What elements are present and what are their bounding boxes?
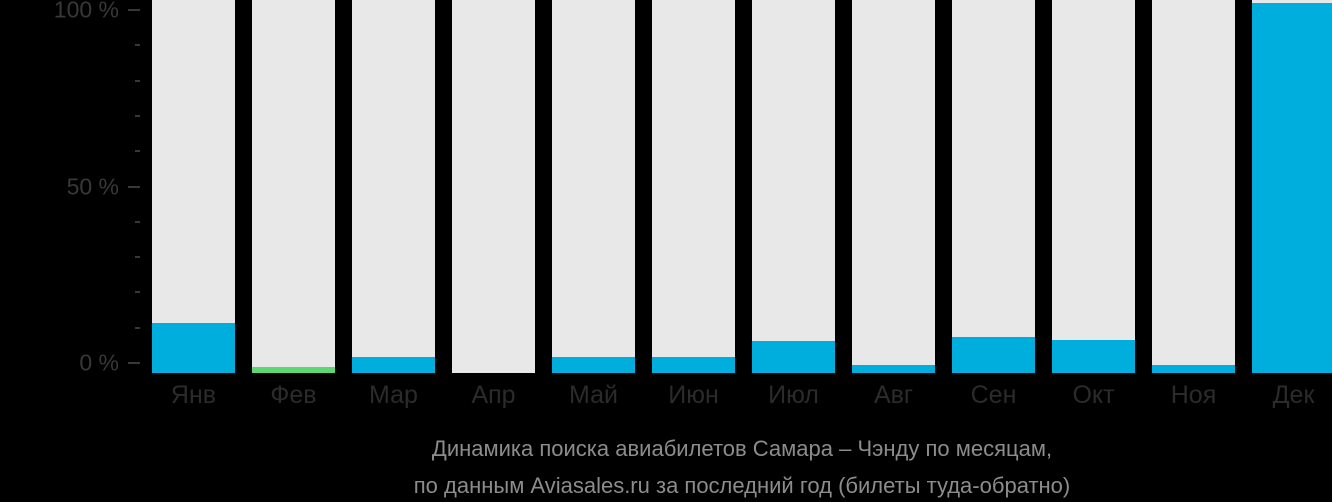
x-month-label: Июн: [668, 381, 719, 409]
x-month-label: Авг: [873, 381, 914, 409]
bar-Авг: [852, 0, 935, 373]
bar-Фев: [252, 0, 335, 373]
y-tick-minor: [135, 220, 140, 223]
bar-track: [552, 0, 635, 373]
y-tick-minor: [135, 114, 140, 117]
bar-track: [652, 0, 735, 373]
bar-track: [1152, 0, 1235, 373]
y-tick-major: [128, 362, 140, 364]
bar-value: [952, 337, 1035, 373]
bar-value: [852, 365, 935, 373]
bar-track: [352, 0, 435, 373]
bar-track: [952, 0, 1035, 373]
bar-value: [152, 322, 235, 373]
x-month-label: Ноя: [1170, 381, 1217, 409]
x-month-label: Апр: [471, 381, 516, 409]
bar-Июл: [752, 0, 835, 373]
bar-value: [652, 356, 735, 373]
y-tick-minor: [135, 326, 140, 329]
bar-value: [752, 340, 835, 373]
chart-subtitle: по данным Aviasales.ru за последний год …: [413, 473, 1071, 498]
chart-caption: Динамика поиска авиабилетов Самара – Чэн…: [152, 430, 1332, 502]
bar-Янв: [152, 0, 235, 373]
bar-Окт: [1052, 0, 1135, 373]
x-month-label: Окт: [1072, 381, 1115, 409]
bar-value: [1152, 365, 1235, 373]
x-month-label: Мар: [369, 381, 418, 409]
y-tick-minor: [135, 256, 140, 259]
x-month-label: Сен: [970, 381, 1017, 409]
bar-track: [752, 0, 835, 373]
bar-Мар: [352, 0, 435, 373]
y-tick-minor: [135, 150, 140, 153]
y-tick-label: 50 %: [66, 173, 119, 199]
bar-Ноя: [1152, 0, 1235, 373]
y-tick-minor: [135, 79, 140, 82]
bar-value: [1052, 340, 1135, 373]
bar-Апр: [452, 0, 535, 373]
y-tick-major: [128, 9, 140, 11]
y-tick-minor: [135, 291, 140, 294]
y-tick-label: 0 %: [79, 349, 119, 376]
x-month-label: Май: [569, 381, 618, 409]
bar-value: [1252, 3, 1332, 373]
y-tick-label: 100 %: [53, 0, 119, 23]
x-month-label: Янв: [170, 381, 217, 409]
bar-track: [1052, 0, 1135, 373]
bar-track: [152, 0, 235, 373]
bar-Сен: [952, 0, 1035, 373]
bar-value: [352, 357, 435, 373]
bar-track: [852, 0, 935, 373]
bar-track: [452, 0, 535, 373]
x-month-label: Фев: [270, 381, 317, 409]
y-tick-major: [128, 185, 140, 188]
chart-title: Динамика поиска авиабилетов Самара – Чэн…: [431, 436, 1053, 461]
x-month-label: Июл: [768, 381, 819, 409]
y-tick-minor: [135, 44, 140, 47]
bar-Июн: [652, 0, 735, 373]
bar-Дек: [1252, 0, 1332, 373]
bar-value: [552, 357, 635, 373]
bar-value: [252, 367, 335, 373]
bar-track: [252, 0, 335, 373]
x-month-label: Дек: [1272, 381, 1315, 409]
bar-Май: [552, 0, 635, 373]
